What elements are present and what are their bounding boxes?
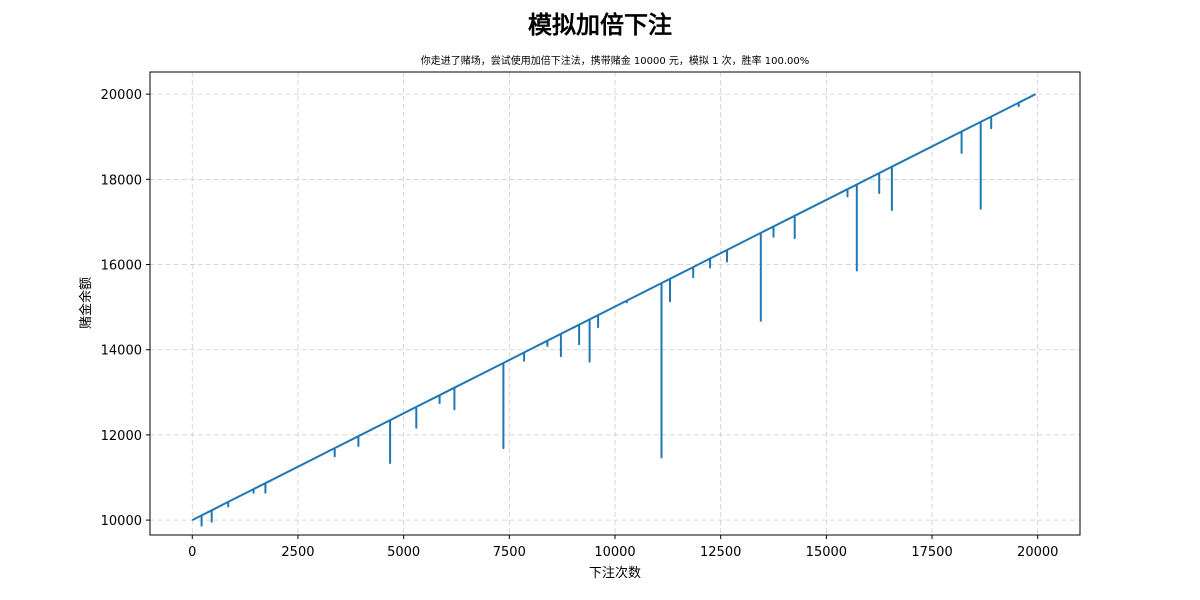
balance-line — [191, 93, 1037, 527]
x-tick-label: 17500 — [911, 545, 952, 560]
x-tick-label: 20000 — [1017, 545, 1058, 560]
y-tick-label: 20000 — [101, 88, 142, 103]
x-tick-label: 15000 — [806, 545, 847, 560]
x-tick-label: 2500 — [281, 545, 314, 560]
x-tick-label: 5000 — [387, 545, 420, 560]
x-axis-label: 下注次数 — [589, 565, 641, 581]
grid — [150, 72, 1080, 535]
chart-subtitle: 你走进了赌场，尝试使用加倍下注法，携带赌金 10000 元，模拟 1 次，胜率 … — [421, 54, 810, 67]
x-tick-label: 12500 — [700, 545, 741, 560]
y-tick-label: 14000 — [101, 344, 142, 359]
x-tick-label: 10000 — [594, 545, 635, 560]
y-tick-label: 18000 — [101, 173, 142, 188]
x-tick-label: 7500 — [493, 545, 526, 560]
y-tick-label: 16000 — [101, 259, 142, 274]
series-layer — [191, 93, 1037, 527]
y-tick-label: 10000 — [101, 514, 142, 529]
x-tick-label: 0 — [188, 545, 196, 560]
ticks: 0 2500 5000 7500 10000 12500 15000 17500 20000 10… — [101, 88, 1059, 560]
y-axis-label: 赌金余额 — [78, 277, 94, 329]
chart-title: 模拟加倍下注 — [528, 11, 672, 39]
y-tick-label: 12000 — [101, 429, 142, 444]
